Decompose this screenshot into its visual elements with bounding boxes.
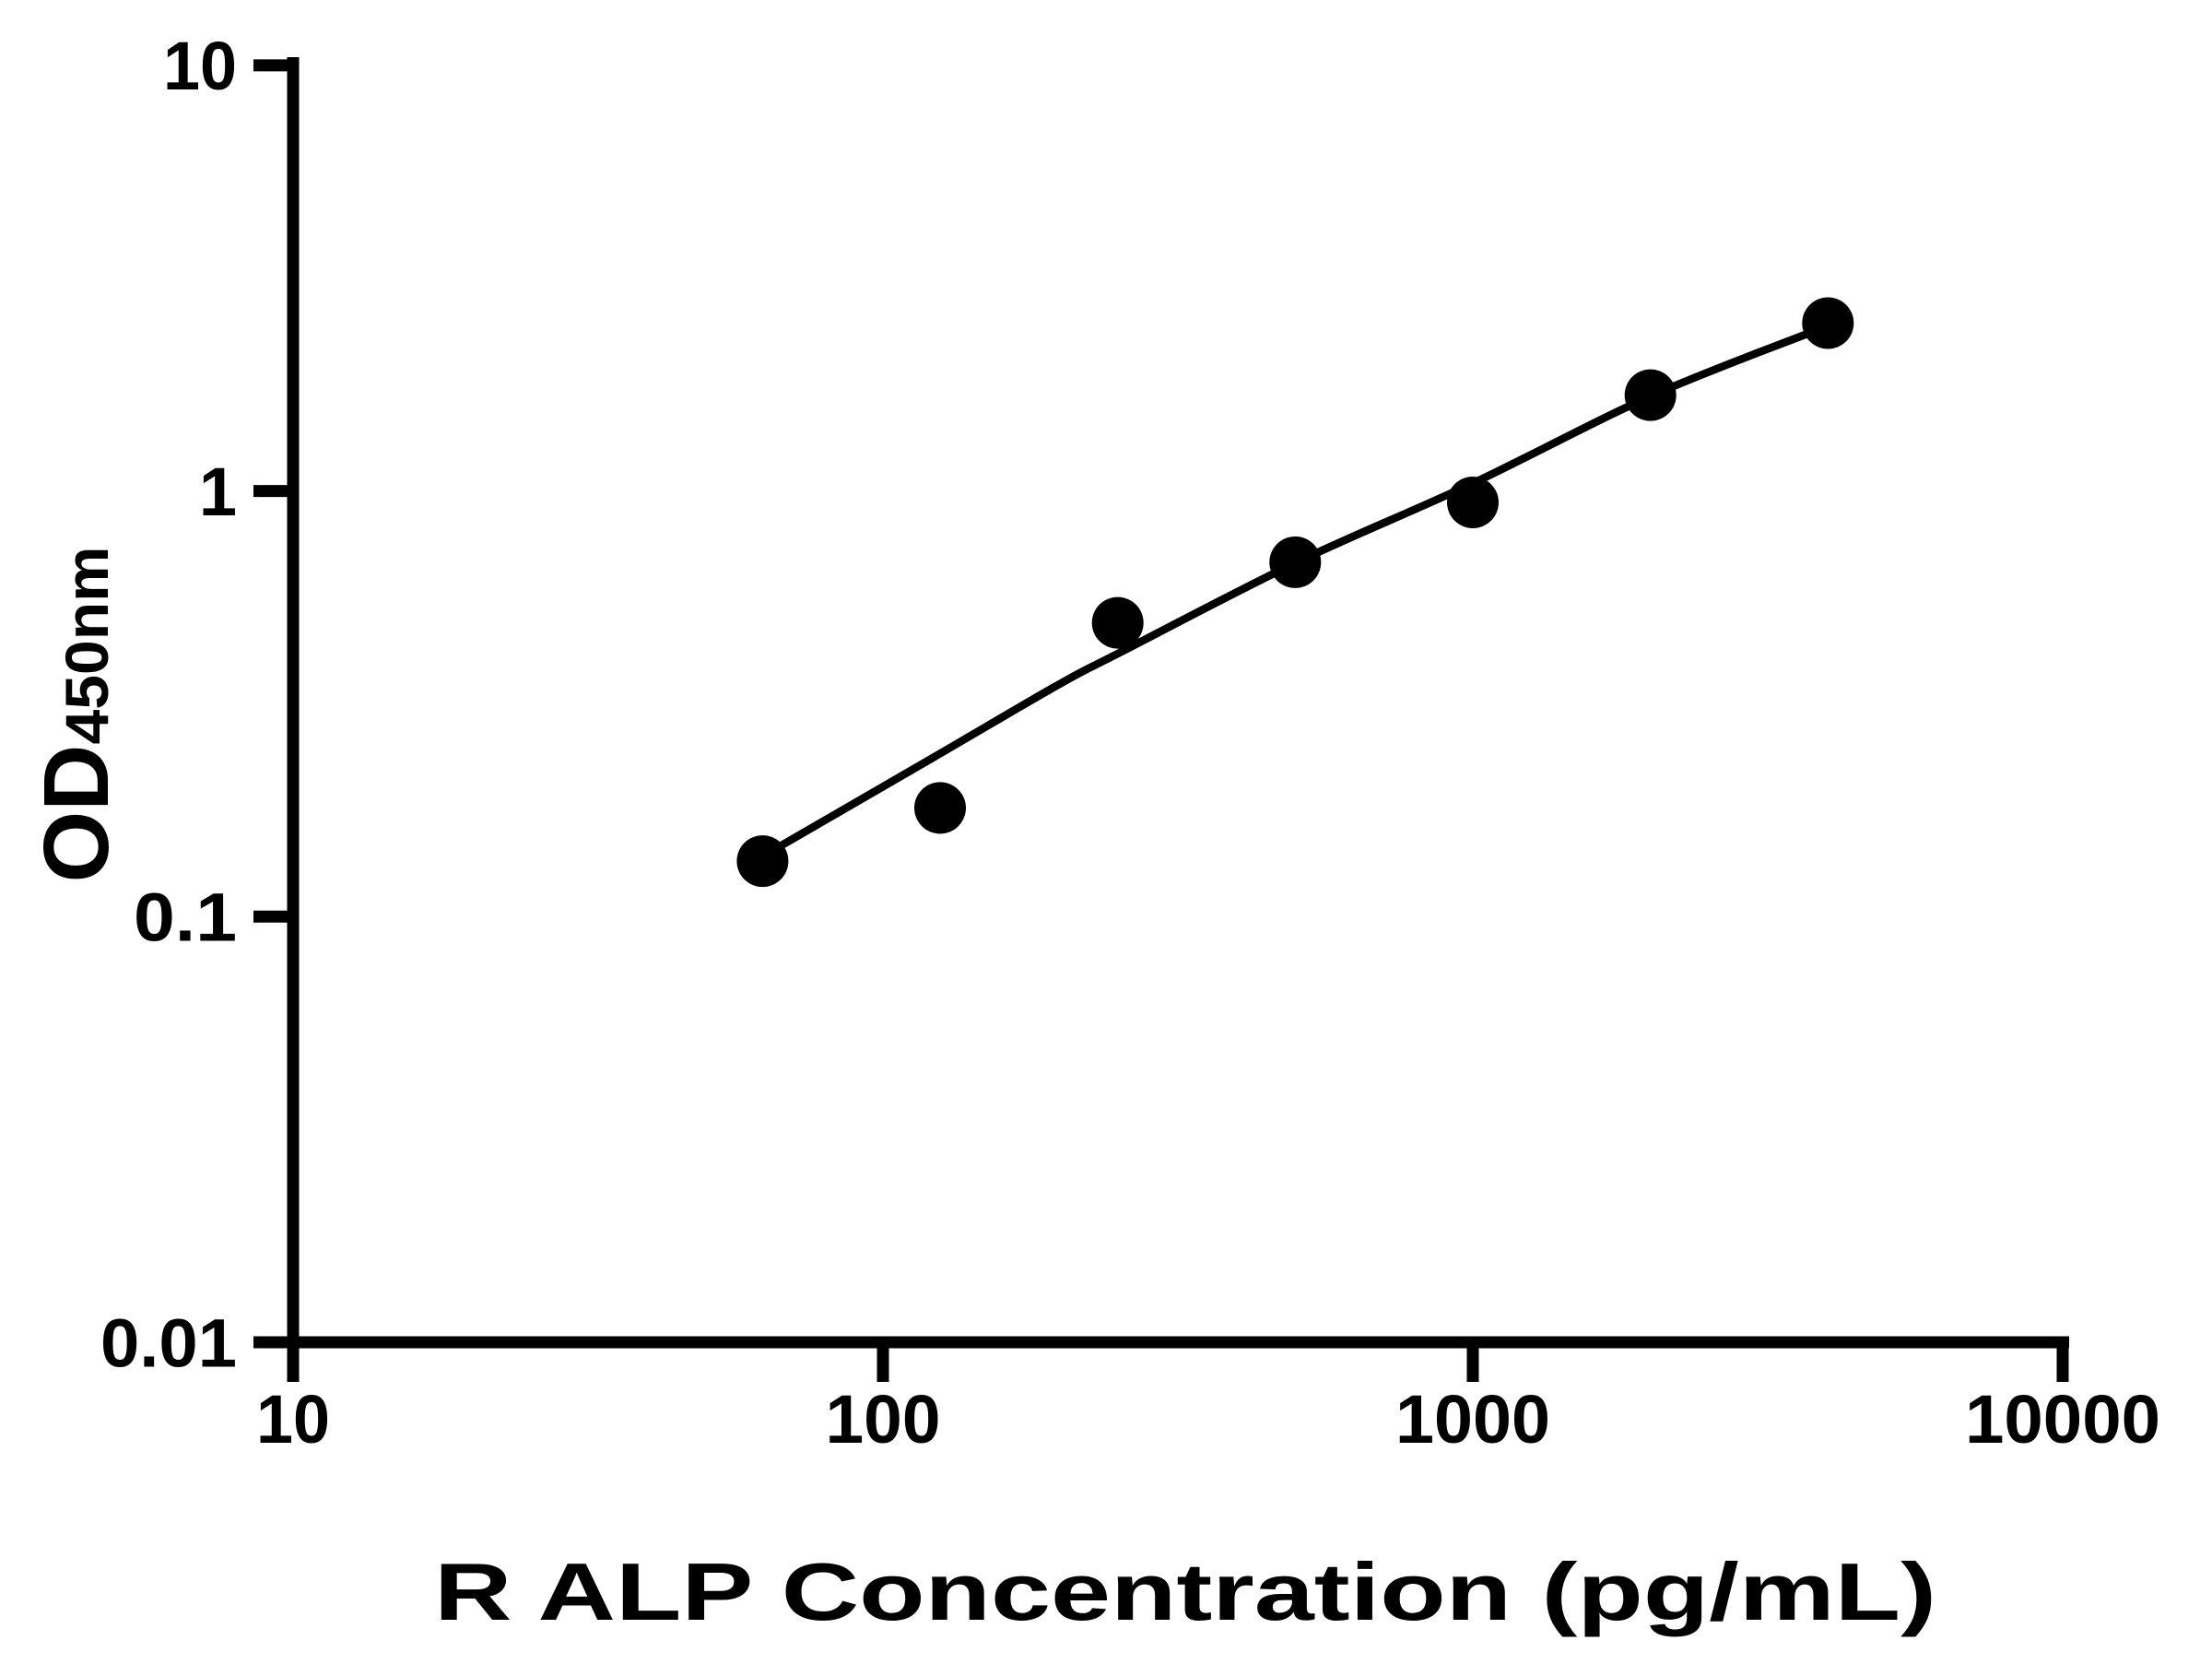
data-point — [1091, 596, 1144, 649]
x-axis-ticks: 10 100 1000 10000 — [256, 1342, 2160, 1457]
y-axis-ticks: 0.01 0.1 1 10 — [100, 28, 293, 1381]
axes — [255, 57, 2069, 1349]
y-axis-title-subscript: 450nm — [53, 547, 121, 745]
y-tick-label-0.01: 0.01 — [100, 1304, 237, 1381]
y-tick-label-1: 1 — [199, 454, 237, 530]
data-point — [1802, 297, 1854, 349]
y-tick-label-10: 10 — [163, 28, 237, 104]
data-point — [1269, 536, 1322, 588]
y-axis-title: OD450nm — [25, 547, 128, 883]
x-tick-label-1000: 1000 — [1395, 1381, 1550, 1457]
data-point — [736, 835, 789, 888]
data-point — [1624, 369, 1677, 421]
x-tick-label-10: 10 — [256, 1381, 330, 1457]
data-points — [736, 297, 1854, 888]
y-axis-title-main: OD — [25, 745, 128, 883]
x-axis-title: R ALP Concentration (pg/mL) — [434, 1546, 1936, 1637]
data-point — [914, 782, 966, 834]
x-tick-label-10000: 10000 — [1965, 1381, 2160, 1457]
data-point — [1447, 477, 1499, 528]
x-tick-label-100: 100 — [826, 1381, 941, 1457]
y-tick-label-0.1: 0.1 — [134, 879, 237, 956]
